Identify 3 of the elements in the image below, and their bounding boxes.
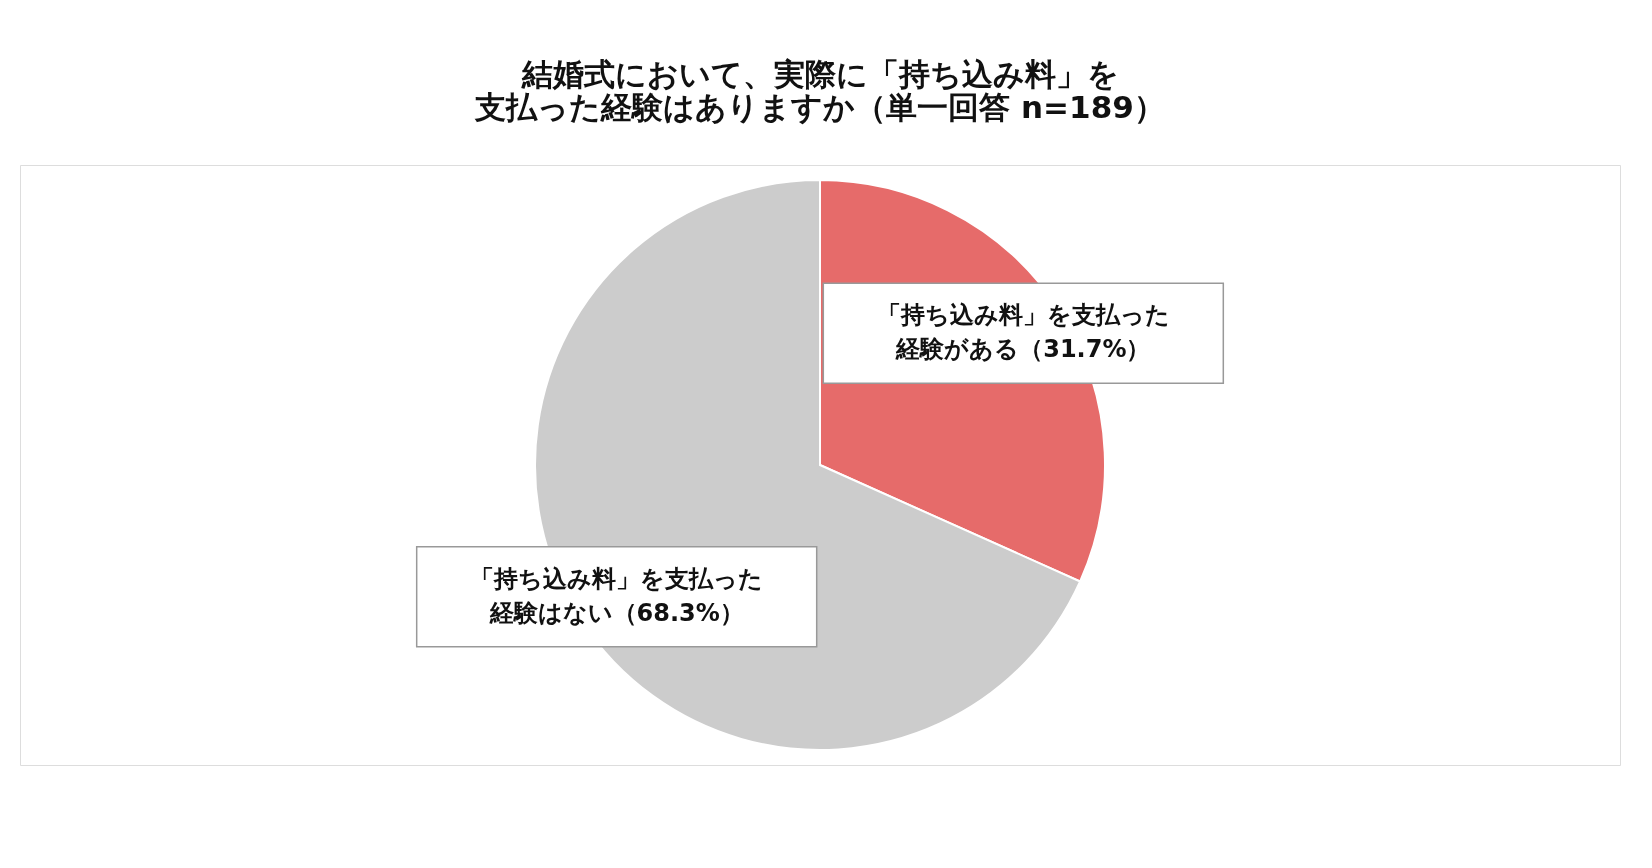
text: 結婚式において、実際に「持ち込み料」を [521, 56, 1119, 92]
slice-label: 「持ち込み料」を支払った経験がある（31.7%） [876, 301, 1170, 364]
slice-label: 「持ち込み料」を支払った経験はない（68.3%） [470, 564, 764, 627]
